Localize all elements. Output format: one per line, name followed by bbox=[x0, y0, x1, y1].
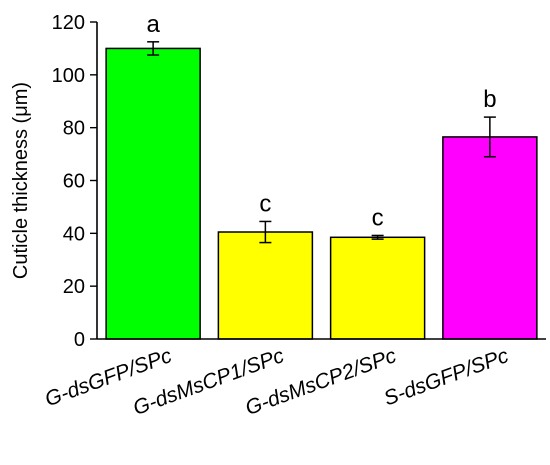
y-tick-label: 40 bbox=[63, 223, 85, 245]
error-bars-layer bbox=[147, 41, 496, 244]
bar bbox=[442, 136, 538, 340]
significance-letter: a bbox=[146, 11, 160, 38]
y-ticks: 0 20 40 60 80 100 120 bbox=[52, 12, 97, 351]
x-category-label: S-dsGFP/SPc bbox=[381, 344, 512, 410]
bars-layer bbox=[105, 47, 538, 340]
significance-labels: a c c b bbox=[146, 11, 496, 232]
y-tick-label: 60 bbox=[63, 171, 85, 193]
y-tick-label: 120 bbox=[52, 12, 85, 34]
y-axis-title: Cuticle thickness (μm) bbox=[10, 82, 32, 279]
significance-letter: c bbox=[372, 204, 384, 231]
y-tick-label: 100 bbox=[52, 65, 85, 87]
bar bbox=[217, 231, 314, 340]
category-labels: G-dsGFP/SPcG-dsMsCP1/SPcG-dsMsCP2/SPcS-d… bbox=[42, 344, 512, 420]
y-tick-label: 20 bbox=[63, 276, 85, 298]
bar bbox=[105, 47, 201, 340]
significance-letter: c bbox=[259, 190, 271, 217]
y-tick-label: 80 bbox=[63, 118, 85, 140]
bar bbox=[329, 236, 426, 340]
significance-letter: b bbox=[483, 86, 496, 113]
y-tick-label: 0 bbox=[74, 329, 85, 351]
